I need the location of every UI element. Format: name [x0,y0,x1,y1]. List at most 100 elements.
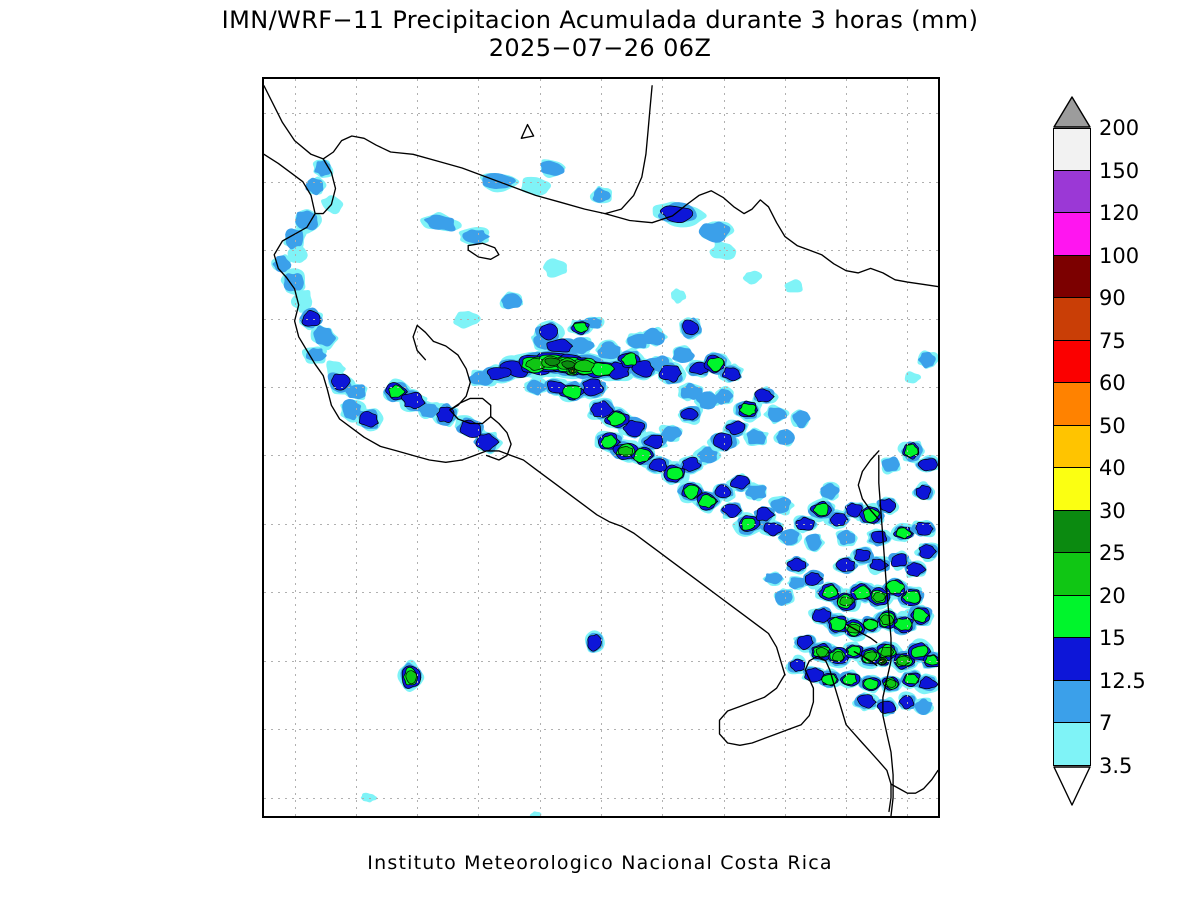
colorbar-tick-label: 60 [1099,371,1126,395]
colorbar-tick-label: 30 [1099,498,1126,523]
colorbar-tick-label: 200 [1099,116,1140,140]
y-axis-tick-label: 11.1N [262,103,264,123]
y-axis-tick-label: 8.4N [262,719,264,739]
colorbar-tick-label: 40 [1099,456,1126,480]
precip-contour-blob [459,419,482,438]
precip-contour-blob [453,310,482,329]
precip-contour-blob [767,407,788,423]
colorbar-swatch [1053,468,1091,511]
precip-contour-blob [924,654,938,666]
precip-contour-blob [520,176,552,196]
colorbar-tick-label: 15 [1099,626,1126,650]
precip-contour-blob [764,572,784,585]
coastline-path [467,242,500,260]
precip-contour-blob [770,497,792,514]
colorbar-swatch [1053,128,1091,171]
y-axis-tick-label: 9.6N [262,445,264,465]
colorbar-swatch [1053,510,1091,553]
colorbar-swatch [1053,298,1091,341]
precip-contour-blob [698,494,717,509]
precip-contour-blob [670,288,687,304]
coastline-path [890,769,938,794]
precip-contour-blob [890,553,907,568]
coastline-and-borders [264,85,938,816]
precip-contour-blob [698,221,731,243]
coastline-path [604,190,938,288]
coastline-path [520,123,535,139]
precip-contour-blob [697,446,718,464]
precip-contour-blob [659,205,694,224]
precip-contour-blob [617,446,634,456]
colorbar-under-arrow-icon [1053,765,1091,806]
colorbar-tick-label: 90 [1099,286,1126,310]
precip-contour-blob [643,434,664,450]
precip-contour-blob [627,333,648,349]
precip-contour-blob [725,420,746,436]
precip-contour-blob [915,484,932,500]
precip-contour-blob [562,385,582,400]
precip-contour-blob [301,309,321,327]
precip-contour-blob [804,572,824,586]
precip-contour-blob [287,244,308,263]
precip-contour-blob [631,360,655,378]
precip-contour-blob [812,503,829,517]
precip-contour-blob [754,388,775,403]
precip-contour-blob [295,210,319,231]
precip-contour-blob [729,475,751,490]
precip-contour-blob [622,419,646,438]
precip-contour-blob [812,608,832,623]
coastline-path [857,450,880,521]
title-line-2: 2025−07−26 06Z [488,34,712,62]
colorbar-over-arrow-icon [1053,96,1091,128]
coastline-path [449,397,492,425]
precip-contour-blob [666,467,684,481]
precip-contour-blob [876,700,897,714]
precip-contour-blob [706,357,725,372]
coastline-path [845,623,878,644]
precip-contour-blob [418,403,442,418]
colorbar-swatch [1053,553,1091,596]
precip-contour-blob [898,695,915,710]
y-axis-tick-label: 8.1N [262,788,264,808]
colorbar-swatch [1053,213,1091,256]
precip-contour-blob [745,485,767,501]
precip-contour-blob [405,670,417,685]
colorbar-tick-label: 50 [1099,413,1126,438]
coastline-path [264,85,653,215]
precip-contour-blob [590,400,615,418]
precip-contour-blob [917,458,938,472]
precip-contour-blob [795,516,815,531]
colorbar-swatch [1053,340,1091,383]
coastline-path [432,340,471,411]
coastline-path [412,324,435,361]
precip-contour-blob [820,482,840,500]
colorbar-swatch [1053,638,1091,681]
precip-contour-blob [904,673,920,685]
precip-contour-blob [880,614,895,625]
coastline-path [853,651,878,667]
coastline-path [314,158,337,215]
precip-contour-blob [672,347,696,364]
precip-contour-blob [784,279,803,293]
precip-contour-blob [680,407,699,421]
y-axis-tick-label: 10.8N [262,172,264,192]
colorbar-swatch [1053,680,1091,723]
y-axis-tick-label: 9.9N [262,377,264,397]
precip-contour-blob [475,433,500,452]
precip-contour-blob [683,484,700,500]
precip-contour-blob [863,618,879,631]
precip-contour-blob [695,391,720,410]
colorbar-swatch [1053,595,1091,638]
precip-contour-blob [829,617,847,632]
precip-contour-blob [714,484,732,499]
precip-contour-blob [869,558,890,571]
precip-contour-blob [863,508,880,523]
colorbar-swatch [1053,255,1091,298]
y-axis-tick-label: 10.5N [262,240,264,260]
precip-contour-blob [587,634,602,652]
precip-contour-blob [918,676,938,690]
precip-contour-blob [331,373,351,391]
precip-contour-blob [792,410,812,429]
precip-contour-blob [283,273,304,292]
colorbar-tick-label: 100 [1099,243,1140,268]
